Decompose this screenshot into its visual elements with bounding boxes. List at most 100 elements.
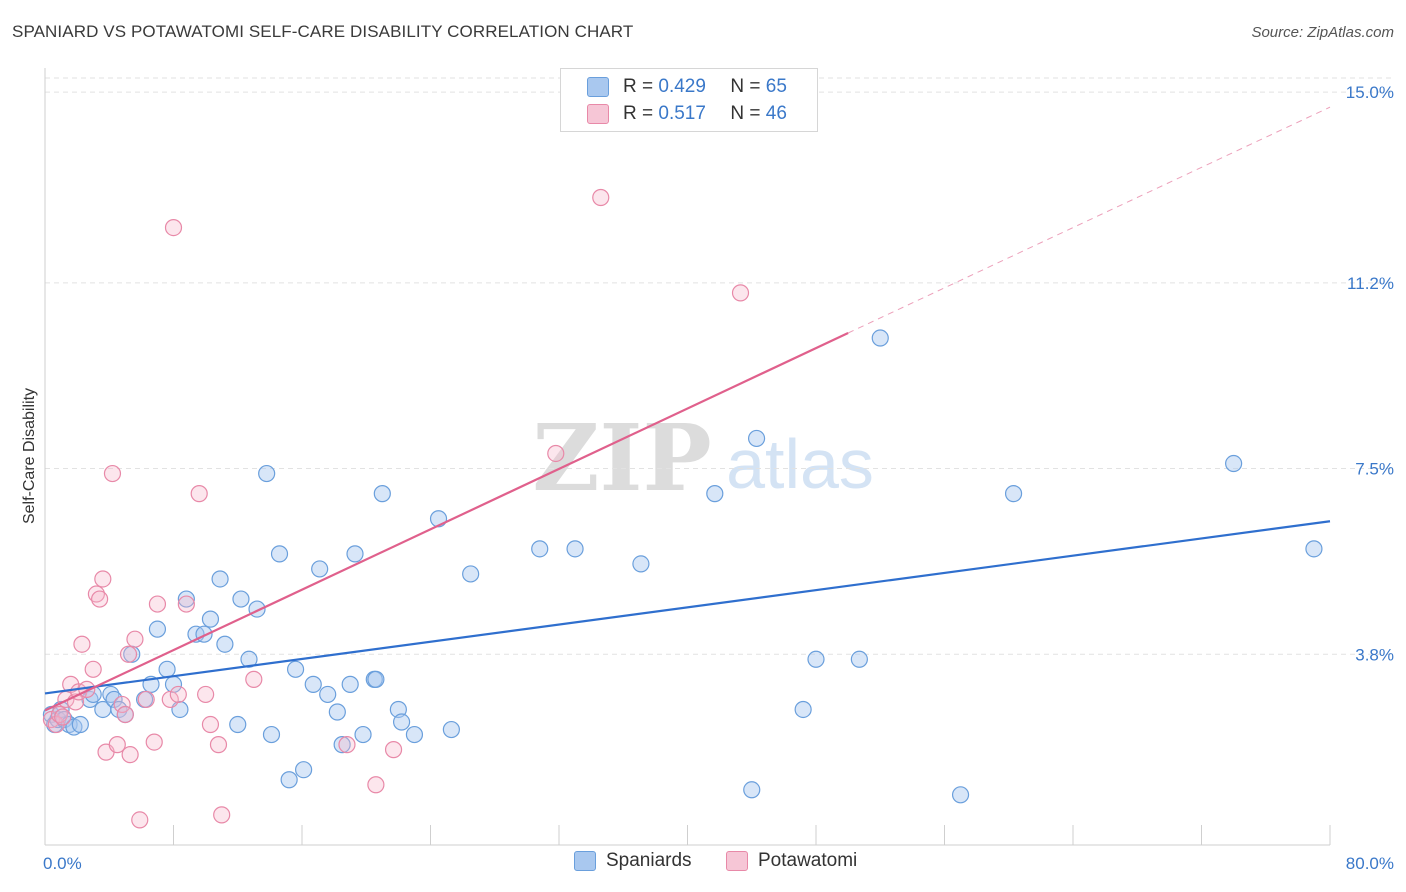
potawatomi-point [84,660,102,678]
potawatomi-point [164,219,183,237]
spaniards-point [807,650,825,668]
y-tick-label: 7.5% [1355,460,1394,479]
spaniards-point [319,685,337,704]
spaniards-point [1004,485,1023,503]
x-tick-label-max: 80.0% [1346,854,1394,873]
spaniards-point [216,635,234,653]
n-label: N = [730,76,761,97]
spaniards-point [706,485,724,503]
potawatomi-point [367,776,385,794]
potawatomi-point [91,590,109,608]
legend-label-potawatomi: Potawatomi [758,850,858,871]
spaniards-point [177,590,195,608]
potawatomi-point [201,715,220,734]
potawatomi-trend-extension [847,106,1331,334]
y-tick-label: 3.8% [1355,645,1394,664]
spaniards-point [566,540,584,558]
spaniards-point [794,700,812,719]
spaniards-point [354,725,372,744]
spaniards-r-value: 0.429 [658,76,706,97]
y-axis-label: Self-Care Disability [21,388,38,524]
spaniards-n-value: 65 [765,76,787,97]
potawatomi-point [73,635,91,653]
spaniards-point [850,650,868,668]
spaniards-point [747,429,766,448]
legend-item-spaniards: Spaniards [574,850,692,872]
watermark-atlas: atlas [726,425,874,503]
spaniards-point [148,620,167,638]
potawatomi-point [148,595,167,613]
spaniards-point [280,771,298,789]
spaniards-point [295,761,313,779]
spaniards-point [240,650,258,668]
potawatomi-point [731,284,750,302]
potawatomi-point [137,690,155,709]
potawatomi-point [384,741,403,759]
spaniards-point [232,590,250,608]
potawatomi-point [592,188,610,207]
spaniards-point [1305,540,1323,558]
spaniards-point [367,670,385,688]
spaniards-point [405,725,424,744]
spaniards-point [632,555,650,573]
potawatomi-point [245,670,263,688]
potawatomi-point [177,595,195,613]
spaniards-point [392,713,411,731]
potawatomi-point [197,685,215,704]
x-tick-label-min: 0.0% [43,854,82,873]
spaniards-point [211,570,229,588]
n-label: N = [730,103,761,124]
spaniards-swatch [574,851,596,871]
potawatomi-point [126,630,144,648]
spaniards-point [286,660,305,678]
r-label: R = [623,76,654,97]
spaniards-point [346,545,364,563]
trend-lines [44,106,1331,712]
potawatomi-points [42,188,750,829]
potawatomi-point [116,705,134,724]
potawatomi-point [108,736,126,754]
spaniards-point [304,675,322,693]
spaniards-point [743,781,761,799]
y-tick-label: 11.2% [1347,274,1394,293]
tick-labels: 3.8% 7.5% 11.2% 15.0% 0.0% 80.0% [43,83,1394,873]
spaniards-point [229,715,247,734]
potawatomi-r-value: 0.517 [658,103,706,124]
potawatomi-point [209,736,228,754]
spaniards-point [262,725,281,744]
potawatomi-point [121,746,139,764]
chart-title: SPANIARD VS POTAWATOMI SELF-CARE DISABIL… [12,22,634,41]
potawatomi-point [190,485,208,503]
potawatomi-point [103,464,122,483]
spaniards-point [341,675,359,693]
spaniards-point [270,545,289,563]
spaniards-point [333,736,351,754]
potawatomi-swatch [726,851,748,871]
potawatomi-point [131,811,149,829]
potawatomi-point [54,708,72,726]
spaniards-point [1225,454,1243,473]
potawatomi-trend-line [44,332,849,712]
spaniards-point [373,485,391,503]
potawatomi-point [50,705,69,724]
source-label: Source: ZipAtlas.com [1251,24,1394,41]
spaniards-point [158,660,176,678]
potawatomi-point [87,585,106,603]
potawatomi-point [169,685,187,704]
spaniards-points [42,329,1323,804]
potawatomi-n-value: 46 [765,103,787,124]
potawatomi-point [119,645,138,663]
spaniards-point [258,464,276,483]
y-tick-label: 15.0% [1346,83,1394,102]
spaniards-point [951,786,970,804]
potawatomi-point [113,695,131,714]
legend-label-spaniards: Spaniards [606,850,692,871]
spaniards-point [442,720,460,739]
correlation-legend: R = 0.429 N = 65 R = 0.517 N = 46 [560,68,818,132]
potawatomi-point [547,444,565,463]
spaniards-point [871,329,889,347]
spaniards-swatch [587,77,609,97]
r-label: R = [623,103,654,124]
series-legend: Spaniards Potawatomi [0,850,1406,878]
